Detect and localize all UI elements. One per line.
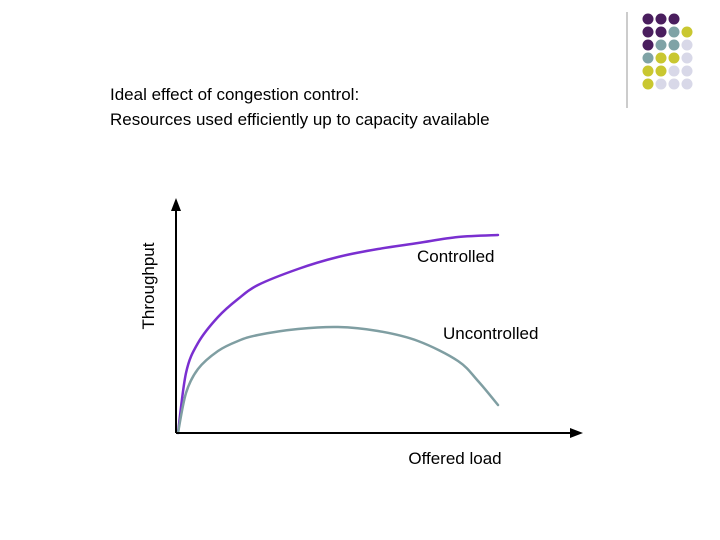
decor-dot	[655, 52, 667, 64]
series-label-uncontrolled: Uncontrolled	[443, 324, 538, 343]
decor-dot	[642, 26, 654, 38]
decor-dot	[642, 78, 654, 90]
series-label-controlled: Controlled	[417, 247, 495, 266]
series-line-uncontrolled	[176, 325, 500, 435]
slide-title-line-2: Resources used efficiently up to capacit…	[110, 110, 490, 129]
decor-dot	[655, 65, 667, 77]
decorative-dot-grid	[642, 13, 693, 90]
decor-dot	[642, 39, 654, 51]
decor-dot	[668, 39, 680, 51]
plot-area	[176, 233, 500, 435]
decor-dot	[681, 39, 693, 51]
decor-dot	[668, 78, 680, 90]
decor-dot	[681, 78, 693, 90]
decor-dot	[655, 78, 667, 90]
decor-dot	[655, 26, 667, 38]
decor-dot	[655, 13, 667, 25]
decor-dot	[668, 65, 680, 77]
series-line-controlled	[176, 233, 500, 435]
decor-dot	[668, 13, 680, 25]
y-axis-arrow-icon	[171, 198, 181, 211]
slide-title: Ideal effect of congestion control: Reso…	[110, 82, 490, 132]
slide-title-line-1: Ideal effect of congestion control:	[110, 85, 360, 104]
decor-dot	[681, 26, 693, 38]
x-axis-arrow-icon	[570, 428, 583, 438]
x-axis	[176, 428, 583, 438]
decor-dot	[668, 52, 680, 64]
decor-dot	[642, 13, 654, 25]
x-axis-label: Offered load	[408, 449, 501, 468]
y-axis	[171, 198, 181, 433]
decor-dot	[642, 65, 654, 77]
decor-dot	[668, 26, 680, 38]
y-axis-label: Throughput	[139, 242, 158, 329]
decor-dot	[642, 52, 654, 64]
decor-dot	[681, 52, 693, 64]
decor-dot	[655, 39, 667, 51]
decor-dot	[681, 65, 693, 77]
